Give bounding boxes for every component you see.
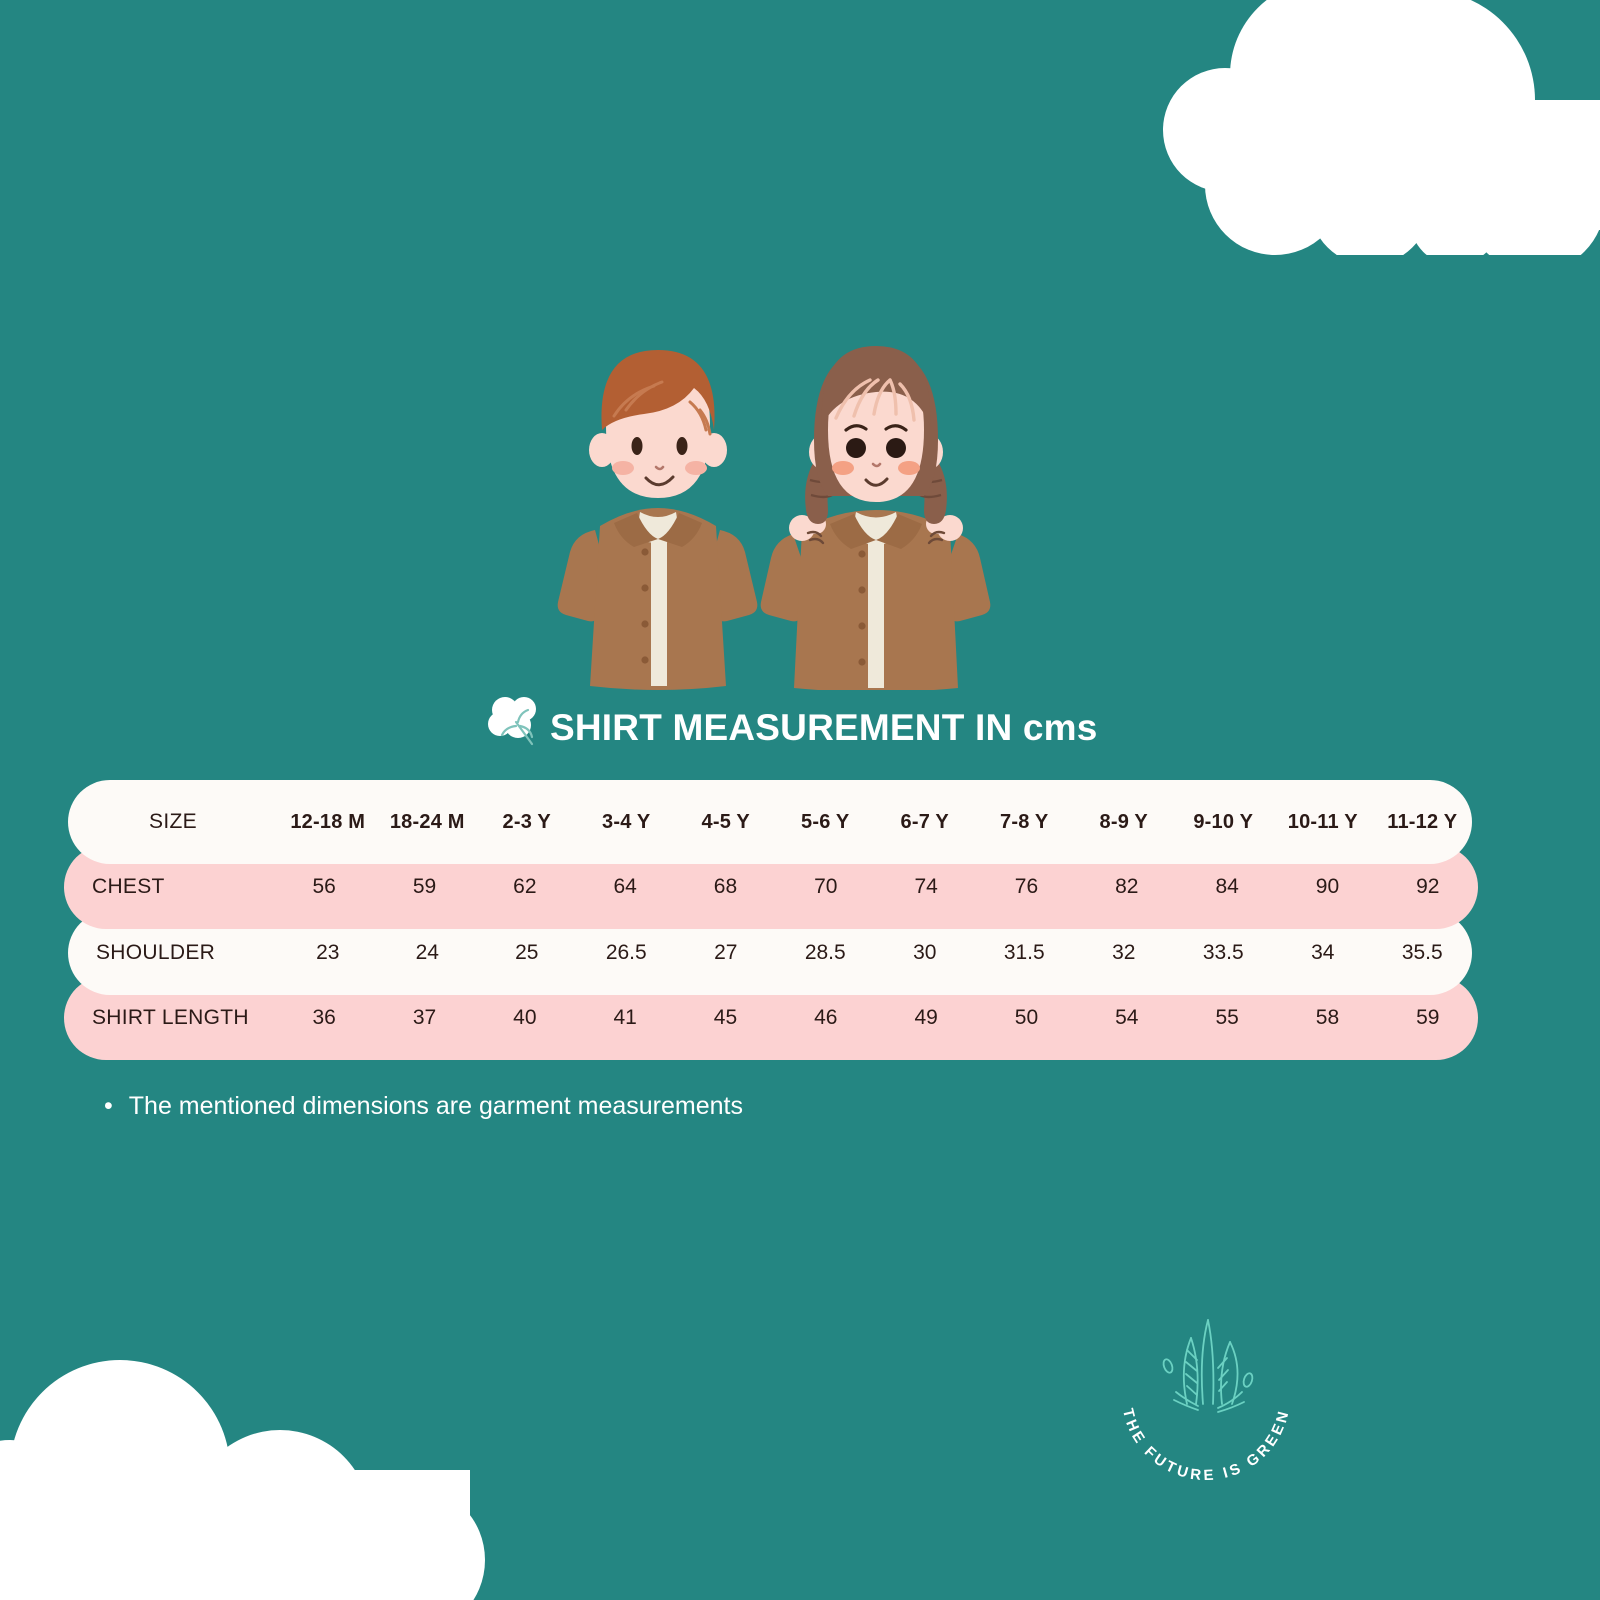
table-cell: 64 (613, 875, 637, 898)
table-cell: 28.5 (804, 941, 846, 964)
table-cell: 37 (412, 1006, 437, 1029)
table-cell: 84 (1215, 875, 1239, 898)
row-label: SHIRT LENGTH (92, 1006, 249, 1029)
row-label: CHEST (92, 875, 165, 898)
table-cell: 59 (412, 875, 437, 898)
table-cell: 33.5 (1202, 941, 1244, 964)
table-cell: 46 (814, 1006, 838, 1029)
row-cells: 36 37 40 41 45 46 49 50 54 55 58 59 (274, 1006, 1478, 1030)
table-cell: 23 (316, 941, 340, 964)
table-cell: 49 (914, 1006, 938, 1029)
girl-character (760, 346, 991, 692)
table-cell: 56 (312, 875, 336, 898)
table-header-cell: 11-12 Y (1387, 810, 1458, 833)
table-cell: 92 (1416, 875, 1440, 898)
table-cell: 50 (1014, 1006, 1039, 1029)
note-line: • The mentioned dimensions are garment m… (104, 1092, 743, 1121)
table-cell: 27 (714, 941, 738, 964)
table-cell: 32 (1112, 941, 1136, 964)
table-header-cell: 9-10 Y (1193, 810, 1254, 833)
page-title: SHIRT MEASUREMENT IN cms (550, 707, 1098, 748)
table-cell: 58 (1315, 1006, 1340, 1029)
table-cell: 41 (613, 1006, 637, 1029)
table-cell: 40 (513, 1006, 537, 1029)
table-cell: 76 (1014, 875, 1039, 898)
table-cell: 30 (913, 941, 937, 964)
size-chart-table: SIZE 12-18 M 18-24 M 2-3 Y 3-4 Y 4-5 Y 5… (0, 780, 1600, 1075)
table-cell: 36 (312, 1006, 336, 1029)
table-cell: 74 (914, 875, 938, 898)
row-cells: 23 24 25 26.5 27 28.5 30 31.5 32 33.5 34… (278, 941, 1472, 965)
table-cell: 34 (1311, 941, 1335, 964)
table-cell: 26.5 (605, 941, 647, 964)
table-cell: 70 (814, 875, 838, 898)
cloud-top-right (1125, 0, 1600, 255)
table-header-cell: 2-3 Y (502, 810, 551, 833)
table-header-cell: 5-6 Y (801, 810, 850, 833)
table-cell: 45 (713, 1006, 738, 1029)
cotton-boll-icon (480, 686, 548, 754)
note-text: The mentioned dimensions are garment mea… (128, 1092, 743, 1120)
row-cells: 56 59 62 64 68 70 74 76 82 84 90 92 (274, 875, 1478, 899)
table-cell: 62 (513, 875, 537, 898)
kids-illustration (540, 330, 1040, 692)
table-header-cell: 12-18 M (290, 810, 366, 833)
table-header-cell: 18-24 M (389, 810, 465, 833)
cloud-bottom-left (0, 1330, 530, 1600)
table-cell: 59 (1416, 1006, 1440, 1029)
table-cell: 90 (1315, 875, 1340, 898)
table-header-cell: 7-8 Y (1000, 810, 1049, 833)
table-cell: 24 (415, 941, 439, 964)
table-cell: 25 (515, 941, 539, 964)
table-cell: 68 (713, 875, 738, 898)
bullet-icon: • (104, 1092, 113, 1120)
header-cells: 12-18 M 18-24 M 2-3 Y 3-4 Y 4-5 Y 5-6 Y … (278, 811, 1472, 834)
table-cell: 35.5 (1401, 941, 1443, 964)
table-header-cell: 8-9 Y (1099, 810, 1148, 833)
logo-text: THE FUTURE IS GREEN (1119, 1407, 1293, 1480)
table-cell: 54 (1115, 1006, 1139, 1029)
table-cell: 55 (1215, 1006, 1239, 1029)
brand-logo: THE FUTURE IS GREEN (1096, 1300, 1316, 1484)
table-header-cell: 10-11 Y (1287, 810, 1358, 833)
table-cell: 82 (1115, 875, 1139, 898)
row-label: SHOULDER (96, 941, 216, 964)
table-header-cell: 6-7 Y (900, 810, 949, 833)
chart-title-row: SHIRT MEASUREMENT IN cms (480, 672, 1098, 758)
table-header-cell: 3-4 Y (602, 810, 651, 833)
table-cell: 31.5 (1003, 941, 1045, 964)
table-header-row: SIZE 12-18 M 18-24 M 2-3 Y 3-4 Y 4-5 Y 5… (68, 780, 1472, 864)
row-header-label: SIZE (149, 810, 197, 833)
table-header-cell: 4-5 Y (701, 810, 750, 833)
boy-character (557, 350, 758, 690)
